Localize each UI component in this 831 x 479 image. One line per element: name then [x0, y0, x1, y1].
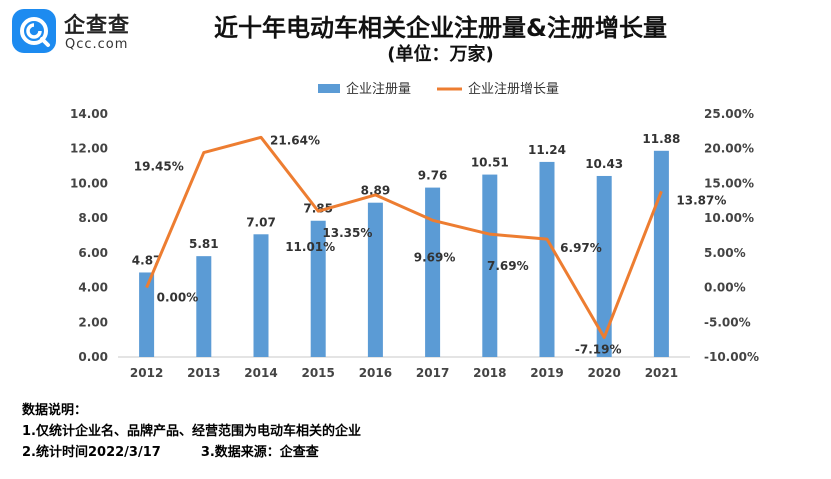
line-value-label: 13.87% [676, 193, 726, 207]
x-tick-label: 2012 [130, 366, 163, 380]
x-tick-label: 2021 [645, 366, 678, 380]
y-right-tick-label: 0.00% [704, 281, 746, 295]
bar [139, 272, 155, 357]
bar [482, 174, 498, 357]
x-tick-label: 2017 [416, 366, 449, 380]
y-left-tick-label: 6.00 [78, 246, 108, 260]
chart-subtitle: (单位：万家) [387, 44, 494, 65]
qcc-logo-icon [12, 9, 56, 53]
line-value-label: 6.97% [560, 241, 602, 255]
logo-name: 企查查 [64, 13, 130, 37]
y-right-tick-label: 20.00% [704, 142, 754, 156]
x-tick-label: 2020 [587, 366, 620, 380]
bar-value-label: 11.24 [528, 143, 566, 157]
bar-value-label: 5.81 [189, 237, 219, 251]
bar-value-label: 7.07 [246, 215, 276, 229]
bar [653, 150, 669, 357]
y-right-tick-label: 5.00% [704, 246, 746, 260]
x-tick-label: 2016 [359, 366, 392, 380]
bar [425, 187, 441, 357]
x-tick-label: 2014 [244, 366, 277, 380]
line-value-label: 13.35% [322, 226, 372, 240]
bar-value-label: 9.76 [418, 169, 448, 183]
bar-value-label: 11.88 [642, 132, 680, 146]
growth-line [145, 135, 663, 339]
bar [539, 161, 555, 357]
bar-value-label: 8.89 [361, 184, 391, 198]
data-notes: 数据说明： 1.仅统计企业名、品牌产品、经营范围为电动车相关的企业 2.统计时间… [22, 400, 361, 463]
y-left-tick-label: 10.00 [70, 176, 108, 190]
y-left-tick-label: 0.00 [78, 350, 108, 364]
line-value-label: 19.45% [134, 160, 184, 174]
y-right-tick-label: 15.00% [704, 176, 754, 190]
y-right-tick-label: 10.00% [704, 211, 754, 225]
bar-value-label: 4.87 [132, 253, 162, 267]
x-tick-label: 2019 [530, 366, 563, 380]
bar [310, 220, 326, 357]
y-right-tick-label: 25.00% [704, 107, 754, 121]
line-value-label: 9.69% [414, 250, 456, 264]
y-left-tick-label: 2.00 [78, 315, 108, 329]
legend-label-line: 企业注册增长量 [468, 81, 559, 97]
chart-title: 近十年电动车相关企业注册量&注册增长量 [214, 14, 667, 42]
y-left-tick-label: 8.00 [78, 211, 108, 225]
bar [367, 202, 383, 357]
bar [196, 256, 212, 357]
qcc-logo: 企查查 Qcc.com [12, 9, 172, 55]
bar-value-label: 10.43 [585, 157, 623, 171]
x-tick-label: 2015 [301, 366, 334, 380]
note-line-2: 2.统计时间2022/3/17 [22, 445, 161, 460]
legend-label-bar: 企业注册量 [346, 81, 411, 97]
note-line-3: 3.数据来源：企查查 [200, 445, 319, 460]
bar-value-label: 10.51 [471, 156, 509, 170]
y-left-tick-label: 4.00 [78, 281, 108, 295]
y-right-tick-label: -10.00% [704, 350, 759, 364]
bar [596, 175, 612, 357]
legend-swatch-bar [318, 84, 340, 93]
logo-domain: Qcc.com [65, 37, 129, 52]
y-left-tick-label: 12.00 [70, 142, 108, 156]
line-value-label: 11.01% [285, 240, 335, 254]
bar [253, 234, 269, 357]
note-line-1: 1.仅统计企业名、品牌产品、经营范围为电动车相关的企业 [22, 424, 361, 439]
line-value-label: 21.64% [270, 133, 320, 147]
line-value-label: -7.19% [575, 342, 622, 356]
x-tick-label: 2013 [187, 366, 220, 380]
y-left-tick-label: 14.00 [70, 107, 108, 121]
x-tick-label: 2018 [473, 366, 506, 380]
notes-heading: 数据说明： [22, 403, 88, 418]
y-right-tick-label: -5.00% [704, 315, 751, 329]
line-value-label: 0.00% [157, 291, 199, 305]
line-value-label: 7.69% [487, 259, 529, 273]
